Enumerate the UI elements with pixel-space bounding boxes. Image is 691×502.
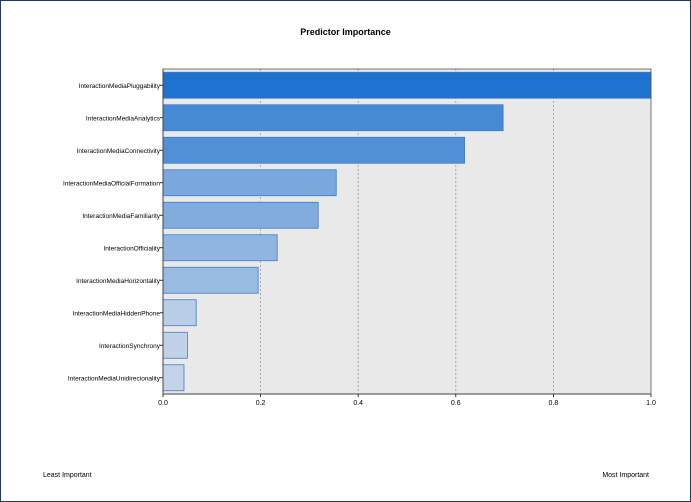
- category-label: InteractionOfficiality: [103, 245, 160, 252]
- chart-title: Predictor Importance: [300, 27, 391, 37]
- x-tick-label: 0.8: [549, 400, 559, 407]
- x-tick-label: 0.2: [256, 400, 266, 407]
- category-label: InteractionMediaUnidirecionality: [68, 375, 161, 382]
- category-label: InteractionMediaHorizontality: [76, 278, 161, 285]
- x-tick-label: 1.0: [646, 400, 656, 407]
- bar-InteractionMediaConnectivity: [162, 136, 465, 164]
- category-label: InteractionMediaHiddenPhone: [73, 310, 161, 317]
- x-tick-label: 0.0: [158, 400, 168, 407]
- bar-InteractionMediaHorizontality: [162, 266, 259, 294]
- least-important-label: Least Important: [43, 472, 92, 479]
- x-tick-label: 0.4: [353, 400, 363, 407]
- bar-InteractionMediaPluggability: [162, 71, 652, 99]
- x-tick-label: 0.6: [451, 400, 461, 407]
- plot-border: [162, 68, 652, 395]
- bar-InteractionMediaFamiliarity: [162, 201, 319, 229]
- category-label: InteractionMediaConnectivity: [77, 148, 161, 155]
- category-label: InteractionMediaPluggability: [79, 83, 161, 90]
- bar-InteractionMediaUnidirecionality: [162, 364, 185, 392]
- category-label: InteractionMediaFamiliarity: [82, 213, 160, 220]
- category-label: InteractionSynchrony: [99, 343, 161, 350]
- bar-InteractionOfficiality: [162, 234, 278, 262]
- bar-InteractionMediaHiddenPhone: [162, 299, 197, 327]
- bar-InteractionMediaAnalytics: [162, 104, 504, 132]
- bar-InteractionSynchrony: [162, 331, 188, 359]
- most-important-label: Most Important: [602, 472, 649, 479]
- bar-InteractionMediaOfficialFormation: [162, 169, 337, 197]
- category-label: InteractionMediaOfficialFormation: [63, 180, 160, 187]
- category-label: InteractionMediaAnalytics: [86, 115, 161, 122]
